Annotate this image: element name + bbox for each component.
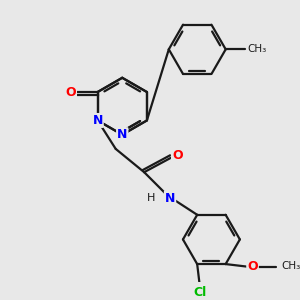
Text: CH₃: CH₃ [281, 261, 300, 271]
Text: O: O [65, 85, 76, 98]
Text: H: H [147, 193, 155, 203]
Text: O: O [172, 149, 183, 162]
Text: Cl: Cl [193, 286, 206, 299]
Text: N: N [92, 114, 103, 127]
Text: N: N [165, 192, 175, 205]
Text: CH₃: CH₃ [248, 44, 267, 54]
Text: N: N [117, 128, 128, 141]
Text: O: O [247, 260, 258, 273]
